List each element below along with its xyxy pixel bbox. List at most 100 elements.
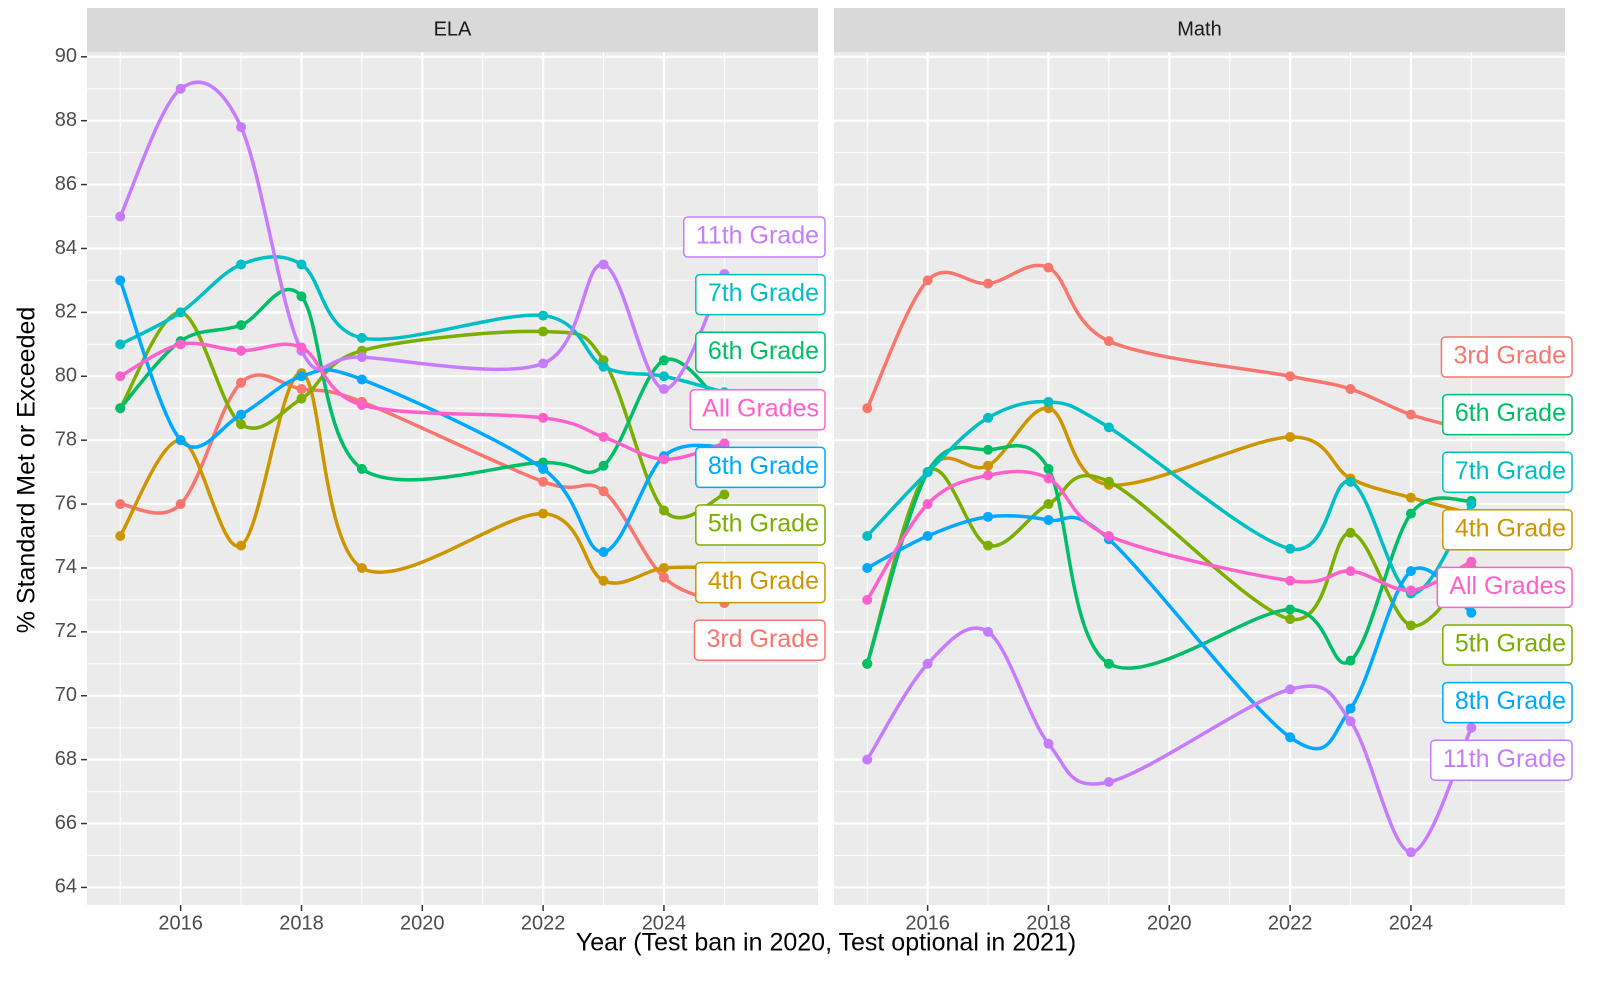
point [356, 374, 367, 385]
point [236, 377, 247, 388]
x-tick-label: 2020 [1147, 912, 1192, 934]
point [175, 307, 186, 318]
point [538, 508, 549, 519]
point [983, 470, 994, 481]
point [1043, 262, 1054, 273]
y-tick-label: 64 [55, 876, 77, 898]
point [538, 358, 549, 369]
point [356, 463, 367, 474]
point [598, 361, 609, 372]
point [175, 499, 186, 510]
point [658, 562, 669, 573]
point [922, 467, 933, 478]
point [658, 572, 669, 583]
point [296, 342, 307, 353]
point [115, 403, 126, 414]
series-label: 3rd Grade [706, 625, 819, 653]
point [1345, 476, 1356, 487]
point [1466, 722, 1477, 733]
y-tick-label: 86 [55, 173, 77, 195]
point [658, 454, 669, 465]
point [356, 352, 367, 363]
point [983, 626, 994, 637]
label-box [695, 561, 826, 604]
point [1103, 422, 1114, 433]
label-box [695, 273, 826, 316]
label-box [1436, 566, 1573, 609]
x-tick-label: 2022 [1268, 912, 1313, 934]
line [119, 341, 725, 462]
label-box [695, 331, 826, 373]
series-label: 7th Grade [708, 279, 819, 307]
y-tick-label: 82 [55, 301, 77, 323]
point [983, 460, 994, 471]
y-tick-label: 70 [55, 684, 77, 706]
point [1285, 604, 1296, 615]
point [1043, 396, 1054, 407]
point [115, 531, 126, 542]
strip [834, 8, 1565, 52]
line [865, 469, 1473, 601]
point [862, 594, 873, 605]
point [862, 658, 873, 669]
point [538, 476, 549, 487]
point [598, 486, 609, 497]
x-axis-title: Year (Test ban in 2020, Test optional in… [576, 929, 1076, 957]
series-label: 7th Grade [1455, 457, 1566, 485]
series-label: 8th Grade [1455, 687, 1566, 715]
series-label: 3rd Grade [1453, 342, 1566, 370]
point [1103, 658, 1114, 669]
label-box [683, 216, 826, 258]
point [862, 531, 873, 542]
point [983, 444, 994, 455]
y-tick-label: 84 [55, 237, 77, 259]
y-tick-label: 88 [55, 109, 77, 131]
point [236, 320, 247, 331]
point [175, 83, 186, 94]
series-label: 8th Grade [708, 452, 819, 480]
label-box [1442, 681, 1573, 724]
point [115, 371, 126, 382]
label-box [1442, 393, 1573, 436]
label-box [695, 504, 826, 546]
point [922, 531, 933, 542]
point [1405, 492, 1416, 503]
point [1405, 620, 1416, 631]
point [983, 511, 994, 522]
point [356, 562, 367, 573]
point [115, 211, 126, 222]
point [236, 540, 247, 551]
point [538, 326, 549, 337]
point [236, 409, 247, 420]
point [356, 332, 367, 343]
point [1405, 847, 1416, 858]
point [598, 431, 609, 442]
point [658, 384, 669, 395]
point [1103, 531, 1114, 542]
y-tick-label: 74 [55, 556, 77, 578]
point [236, 345, 247, 356]
label-box [695, 446, 826, 489]
point [538, 310, 549, 321]
series-label: 4th Grade [708, 567, 819, 595]
line [866, 513, 1473, 751]
point [658, 371, 669, 382]
series-label: 11th Grade [1443, 745, 1566, 773]
label-box [689, 389, 826, 431]
point [356, 400, 367, 411]
point [236, 122, 247, 133]
point [983, 412, 994, 423]
point [922, 658, 933, 669]
point [1285, 575, 1296, 586]
point [598, 575, 609, 586]
x-tick-label: 2018 [1026, 912, 1071, 934]
point [296, 393, 307, 404]
x-tick-label: 2024 [642, 912, 687, 934]
x-tick-label: 2016 [905, 912, 950, 934]
point [115, 339, 126, 350]
line [118, 371, 725, 585]
point [658, 355, 669, 366]
point [1345, 527, 1356, 538]
y-tick-label: 80 [55, 365, 77, 387]
point [175, 339, 186, 350]
